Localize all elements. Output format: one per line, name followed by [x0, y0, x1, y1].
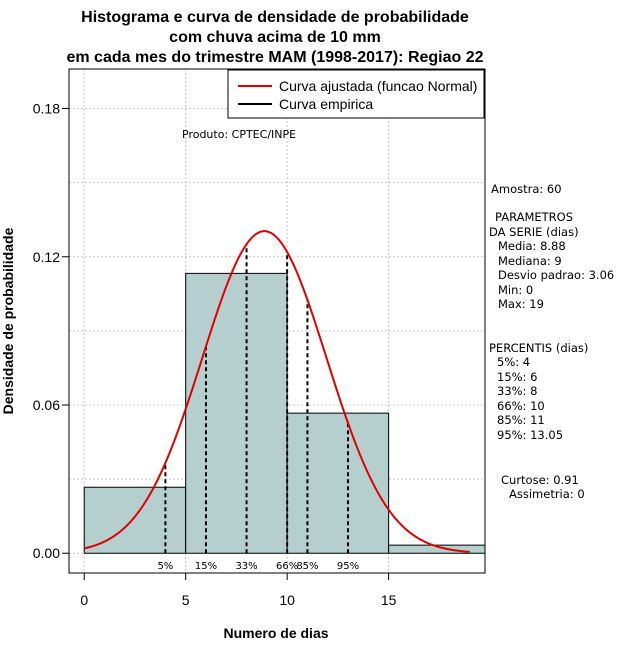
param-mean: Media: 8.88	[498, 239, 566, 253]
y-axis-label: Densidade de probabilidade	[0, 227, 16, 414]
product-annotation: Produto: CPTEC/INPE	[182, 128, 296, 141]
y-axis: 0.00 0.06 0.12 0.18	[33, 101, 70, 561]
params-title-1: PARAMETROS	[495, 210, 573, 224]
sample-size: Amostra: 60	[491, 182, 562, 196]
legend-box	[227, 69, 485, 119]
percentil-95: 95%: 13.05	[497, 428, 563, 442]
percentile-label-5: 95%	[337, 561, 359, 572]
legend-label-normal: Curva ajustada (funcao Normal)	[279, 78, 477, 94]
y-tick-label-0: 0.00	[33, 545, 60, 561]
params-title-2: DA SERIE (dias)	[489, 225, 579, 239]
chart-title-line-1: Histograma e curva de densidade de proba…	[81, 9, 469, 26]
percentile-label-3: 66%	[276, 561, 298, 572]
percentile-label-4: 85%	[296, 561, 318, 572]
percentil-85: 85%: 11	[497, 413, 545, 427]
chart-title-line-2: com chuva acima de 10 mm	[169, 29, 381, 46]
param-median: Mediana: 9	[498, 254, 562, 268]
y-tick-label-2: 0.12	[33, 249, 60, 265]
normal-curve-line	[83, 230, 470, 553]
percentil-15: 15%: 6	[497, 370, 537, 384]
x-axis: 0 5 10 15	[80, 572, 397, 608]
statistics-panel: Amostra: 60 PARAMETROS DA SERIE (dias) M…	[489, 182, 614, 501]
histogram-bar-2	[287, 413, 389, 554]
param-min: Min: 0	[498, 283, 533, 297]
normal-curve	[83, 230, 470, 553]
y-tick-label-1: 0.06	[33, 397, 60, 413]
histogram-bars	[83, 272, 485, 554]
x-tick-label-0: 0	[80, 592, 88, 608]
histogram-bar-1	[185, 273, 288, 554]
percentil-66: 66%: 10	[497, 399, 545, 413]
kurtosis: Curtose: 0.91	[501, 473, 579, 487]
legend-label-empirical: Curva empirica	[279, 96, 373, 112]
chart-title-line-3: em cada mes do trimestre MAM (1998-2017)…	[66, 49, 483, 66]
percentile-label-2: 33%	[235, 561, 257, 572]
percentis-title: PERCENTIS (dias)	[489, 341, 588, 355]
percentile-label-1: 15%	[195, 561, 217, 572]
percentile-lines: 5% 15% 33% 66%85% 95%	[157, 244, 359, 572]
percentil-5: 5%: 4	[497, 355, 530, 369]
histogram-bar-3	[388, 545, 485, 554]
x-tick-label-3: 15	[381, 592, 397, 608]
x-axis-label: Numero de dias	[223, 625, 328, 641]
percentile-label-0: 5%	[157, 561, 173, 572]
x-tick-label-2: 10	[279, 592, 295, 608]
x-tick-label-1: 5	[182, 592, 190, 608]
percentil-33: 33%: 8	[497, 384, 537, 398]
y-tick-label-3: 0.18	[33, 101, 60, 117]
param-sd: Desvio padrao: 3.06	[498, 268, 614, 282]
skewness: Assimetria: 0	[509, 487, 585, 501]
histogram-bar-outline-3	[388, 544, 485, 554]
param-max: Max: 19	[498, 297, 544, 311]
legend: Curva ajustada (funcao Normal) Curva emp…	[227, 69, 485, 119]
